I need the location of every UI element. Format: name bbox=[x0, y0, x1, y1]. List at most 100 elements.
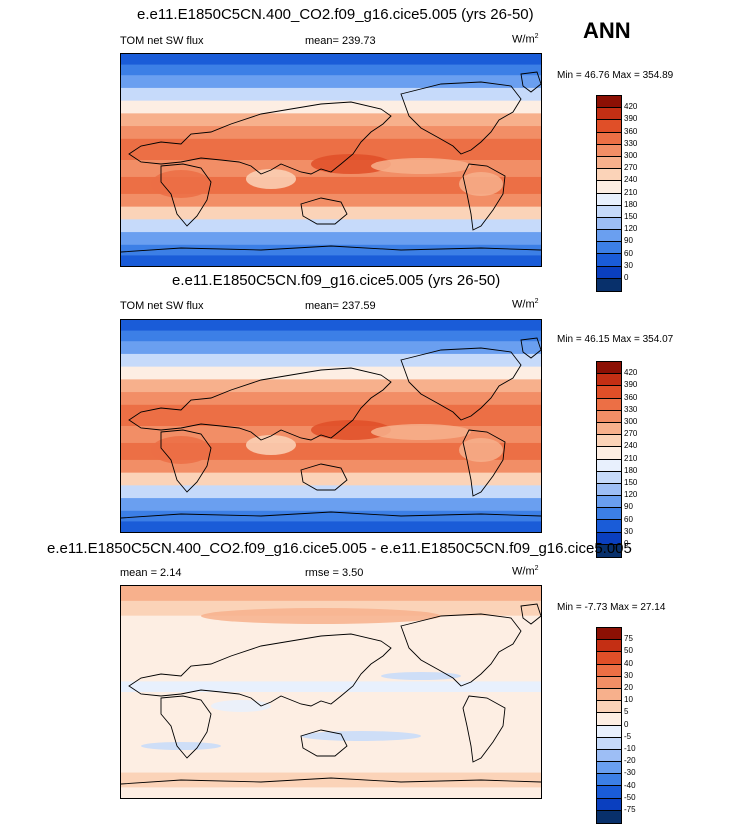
map-band bbox=[121, 485, 541, 499]
colorbar-swatch bbox=[597, 508, 621, 521]
panel-1-map bbox=[120, 53, 542, 267]
colorbar-swatch bbox=[597, 181, 621, 194]
panel-2-title: e.e11.E1850C5CN.f09_g16.cice5.005 (yrs 2… bbox=[172, 272, 501, 289]
colorbar-swatch bbox=[597, 254, 621, 267]
panel-1-variable-label: TOM net SW flux bbox=[120, 35, 204, 47]
map-band bbox=[121, 498, 541, 512]
colorbar-tick-label: 270 bbox=[624, 163, 638, 173]
map-field-blob bbox=[459, 438, 503, 462]
coastline bbox=[400, 347, 522, 421]
map-band bbox=[121, 87, 541, 102]
colorbar-tick-label: 300 bbox=[624, 151, 638, 160]
colorbar-tick-label: -75 bbox=[624, 805, 636, 814]
coastline bbox=[462, 695, 506, 763]
map-band bbox=[121, 353, 541, 368]
colorbar-swatch bbox=[597, 737, 621, 750]
map-band bbox=[121, 586, 541, 602]
panel-3-map bbox=[120, 585, 542, 799]
colorbar-swatch bbox=[597, 640, 621, 653]
coastline bbox=[128, 101, 392, 175]
map-field-blob bbox=[201, 608, 441, 624]
colorbar-swatch bbox=[597, 762, 621, 775]
colorbar-tick-label: 20 bbox=[624, 683, 633, 692]
map-band bbox=[121, 113, 541, 127]
map-field-blob bbox=[371, 158, 471, 174]
coastline bbox=[400, 81, 522, 155]
panel-3-colorbar bbox=[596, 627, 622, 824]
coastline bbox=[128, 633, 392, 707]
panel-1-colorbar bbox=[596, 95, 622, 293]
coastline bbox=[520, 337, 541, 359]
colorbar-swatch bbox=[597, 205, 621, 218]
colorbar-tick-label: 0 bbox=[624, 273, 629, 282]
colorbar-swatch bbox=[597, 410, 621, 423]
colorbar-swatch bbox=[597, 169, 621, 182]
colorbar-tick-label: 270 bbox=[624, 429, 638, 439]
map-band bbox=[121, 232, 541, 246]
coastline bbox=[520, 71, 541, 93]
map-band bbox=[121, 219, 541, 233]
colorbar-tick-label: 330 bbox=[624, 138, 638, 148]
colorbar-swatch bbox=[597, 266, 621, 279]
colorbar-swatch bbox=[597, 447, 621, 460]
map-band bbox=[121, 244, 541, 256]
colorbar-tick-label: -10 bbox=[624, 744, 636, 753]
colorbar-tick-label: 60 bbox=[624, 248, 633, 258]
map-band bbox=[121, 100, 541, 114]
coastline bbox=[160, 695, 212, 759]
colorbar-swatch bbox=[597, 193, 621, 206]
colorbar-swatch bbox=[597, 108, 621, 121]
colorbar-swatch bbox=[597, 496, 621, 509]
colorbar-tick-label: -5 bbox=[624, 731, 632, 741]
colorbar-tick-label: 420 bbox=[624, 102, 638, 112]
panel-1-minmax: Min = 46.76 Max = 354.89 bbox=[557, 70, 674, 81]
colorbar-swatch bbox=[597, 520, 621, 533]
colorbar-tick-label: -20 bbox=[624, 756, 636, 766]
panel-2-mean-label: mean= 237.59 bbox=[305, 300, 376, 312]
coastline bbox=[462, 163, 506, 231]
map-band bbox=[121, 193, 541, 208]
colorbar-swatch bbox=[597, 664, 621, 677]
colorbar-swatch bbox=[597, 230, 621, 243]
colorbar-swatch bbox=[597, 132, 621, 145]
colorbar-swatch bbox=[597, 96, 621, 109]
map-band bbox=[121, 330, 541, 342]
map-band bbox=[121, 255, 541, 266]
coastline bbox=[128, 367, 392, 441]
map-band bbox=[121, 510, 541, 522]
colorbar-tick-label: 300 bbox=[624, 417, 638, 426]
map-field-blob bbox=[211, 700, 271, 712]
colorbar-tick-label: 210 bbox=[624, 187, 638, 197]
map-field-blob bbox=[459, 172, 503, 196]
coastline bbox=[400, 613, 522, 687]
map-band bbox=[121, 442, 541, 461]
map-field-blob bbox=[151, 436, 211, 464]
map-field-blob bbox=[301, 731, 421, 741]
colorbar-swatch bbox=[597, 713, 621, 726]
panel-2-minmax: Min = 46.15 Max = 354.07 bbox=[557, 334, 674, 345]
coastline bbox=[462, 429, 506, 497]
map-band bbox=[121, 649, 541, 682]
colorbar-tick-label: 240 bbox=[624, 441, 638, 451]
colorbar-swatch bbox=[597, 435, 621, 448]
panel-1-units: W/m2 bbox=[512, 33, 539, 46]
coastline bbox=[121, 777, 541, 785]
map-band bbox=[121, 787, 541, 798]
colorbar-swatch bbox=[597, 652, 621, 665]
colorbar-swatch bbox=[597, 386, 621, 399]
coastline bbox=[121, 245, 541, 253]
panel-2-variable-label: TOM net SW flux bbox=[120, 300, 204, 312]
colorbar-swatch bbox=[597, 688, 621, 702]
map-band bbox=[121, 772, 541, 788]
colorbar-swatch bbox=[597, 701, 621, 714]
map-field-blob bbox=[246, 169, 296, 189]
map-field-blob bbox=[311, 154, 391, 174]
colorbar-tick-label: 240 bbox=[624, 175, 638, 185]
colorbar-tick-label: 5 bbox=[624, 707, 629, 717]
panel-3-units: W/m2 bbox=[512, 565, 539, 578]
map-field-blob bbox=[381, 672, 461, 680]
colorbar-tick-label: -30 bbox=[624, 768, 636, 778]
map-band bbox=[121, 366, 541, 380]
map-band bbox=[121, 459, 541, 474]
map-band bbox=[121, 206, 541, 220]
